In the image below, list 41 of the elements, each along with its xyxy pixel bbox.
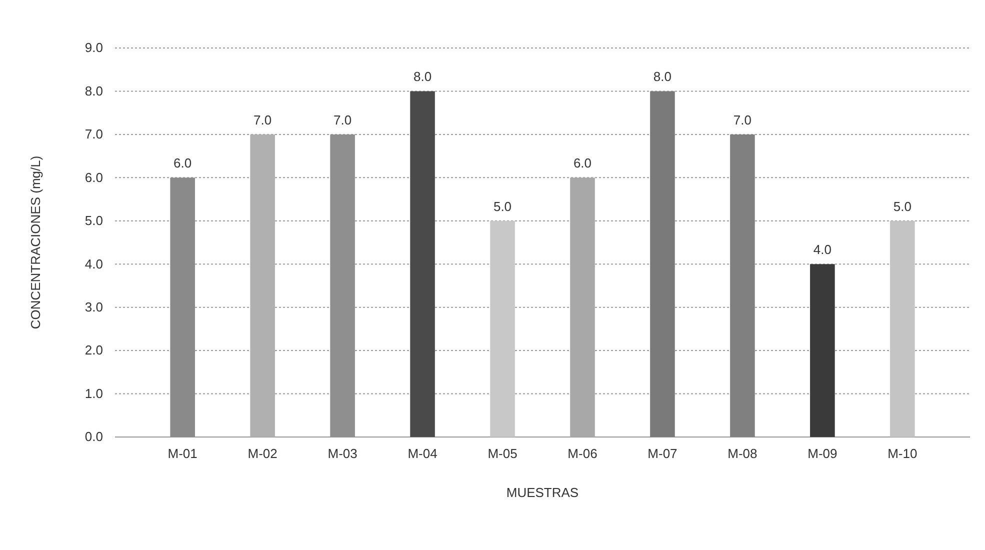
x-tick-label: M-01 bbox=[168, 446, 198, 462]
x-tick-label: M-05 bbox=[488, 446, 518, 462]
data-label: 8.0 bbox=[413, 69, 432, 84]
y-tick-label: 9.0 bbox=[84, 40, 103, 56]
x-tick-label: M-04 bbox=[408, 446, 438, 462]
y-tick-label: 4.0 bbox=[84, 256, 103, 272]
x-tick-label: M-10 bbox=[888, 446, 918, 462]
y-axis-title: CONCENTRACIONES (mg/L) bbox=[28, 156, 43, 330]
x-tick-label: M-03 bbox=[328, 446, 358, 462]
x-axis-title: MUESTRAS bbox=[506, 485, 579, 500]
y-tick-label: 2.0 bbox=[84, 342, 103, 358]
data-label: 7.0 bbox=[254, 112, 272, 128]
x-tick-label: M-06 bbox=[568, 446, 598, 462]
bar bbox=[650, 91, 675, 437]
bar bbox=[490, 220, 515, 437]
y-tick-label: 7.0 bbox=[84, 126, 103, 142]
y-tick-label: 1.0 bbox=[84, 386, 103, 401]
bar bbox=[570, 178, 595, 437]
data-label: 5.0 bbox=[893, 198, 912, 214]
data-label: 4.0 bbox=[813, 242, 832, 258]
x-tick-label: M-07 bbox=[648, 446, 678, 462]
bar bbox=[890, 220, 915, 437]
y-tick-label: 6.0 bbox=[84, 170, 103, 185]
y-tick-label: 5.0 bbox=[84, 213, 103, 228]
x-tick-label: M-09 bbox=[808, 446, 838, 462]
x-tick-label: M-02 bbox=[248, 446, 278, 462]
data-label: 6.0 bbox=[573, 156, 592, 171]
x-tick-label: M-08 bbox=[728, 446, 758, 462]
data-label: 5.0 bbox=[493, 198, 512, 214]
bar bbox=[730, 134, 755, 437]
y-tick-label: 0.0 bbox=[84, 429, 103, 444]
bar bbox=[250, 134, 275, 437]
data-label: 7.0 bbox=[733, 112, 752, 128]
data-label: 7.0 bbox=[334, 112, 352, 128]
bar bbox=[170, 178, 195, 437]
y-tick-label: 8.0 bbox=[84, 83, 103, 98]
bar bbox=[810, 264, 835, 437]
data-label: 6.0 bbox=[174, 156, 192, 171]
data-label: 8.0 bbox=[653, 69, 672, 84]
y-tick-label: 3.0 bbox=[84, 299, 103, 314]
bar bbox=[410, 91, 435, 437]
